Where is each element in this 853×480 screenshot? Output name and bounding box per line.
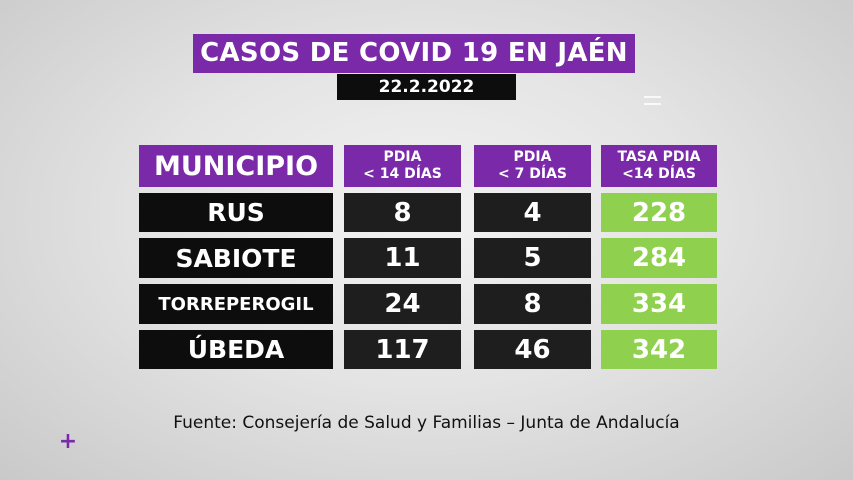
- header-pdia-14-line2: < 14 DÍAS: [363, 166, 442, 182]
- header-pdia-7-line1: PDIA: [513, 149, 552, 165]
- table-row-municipio: SABIOTE: [139, 238, 333, 278]
- header-pdia-14-line1: PDIA: [383, 149, 422, 165]
- table-row-municipio: RUS: [139, 193, 333, 232]
- decorative-mark: [644, 103, 661, 105]
- page-title: CASOS DE COVID 19 EN JAÉN: [193, 34, 635, 73]
- header-pdia-7-line2: < 7 DÍAS: [498, 166, 567, 182]
- decorative-mark: [644, 96, 661, 98]
- header-municipio: MUNICIPIO: [139, 145, 333, 187]
- header-tasa: TASA PDIA <14 DÍAS: [601, 145, 717, 187]
- header-pdia-14: PDIA < 14 DÍAS: [344, 145, 461, 187]
- table-row-tasa: 228: [601, 193, 717, 232]
- table-row-tasa: 342: [601, 330, 717, 369]
- table-row-pdia7: 4: [474, 193, 591, 232]
- table-row-pdia14: 11: [344, 238, 461, 278]
- table-row-pdia14: 117: [344, 330, 461, 369]
- header-tasa-line1: TASA PDIA: [617, 149, 701, 165]
- table-row-municipio: ÚBEDA: [139, 330, 333, 369]
- table-row-pdia7: 8: [474, 284, 591, 324]
- table-row-pdia14: 8: [344, 193, 461, 232]
- date-badge: 22.2.2022: [337, 74, 516, 100]
- table-row-tasa: 334: [601, 284, 717, 324]
- header-tasa-line2: <14 DÍAS: [622, 166, 696, 182]
- table-row-pdia7: 5: [474, 238, 591, 278]
- table-row-pdia7: 46: [474, 330, 591, 369]
- table-row-tasa: 284: [601, 238, 717, 278]
- plus-icon: +: [58, 429, 78, 454]
- source-caption: Fuente: Consejería de Salud y Familias –…: [173, 413, 680, 433]
- table-row-municipio: TORREPEROGIL: [139, 284, 333, 324]
- header-pdia-7: PDIA < 7 DÍAS: [474, 145, 591, 187]
- table-row-pdia14: 24: [344, 284, 461, 324]
